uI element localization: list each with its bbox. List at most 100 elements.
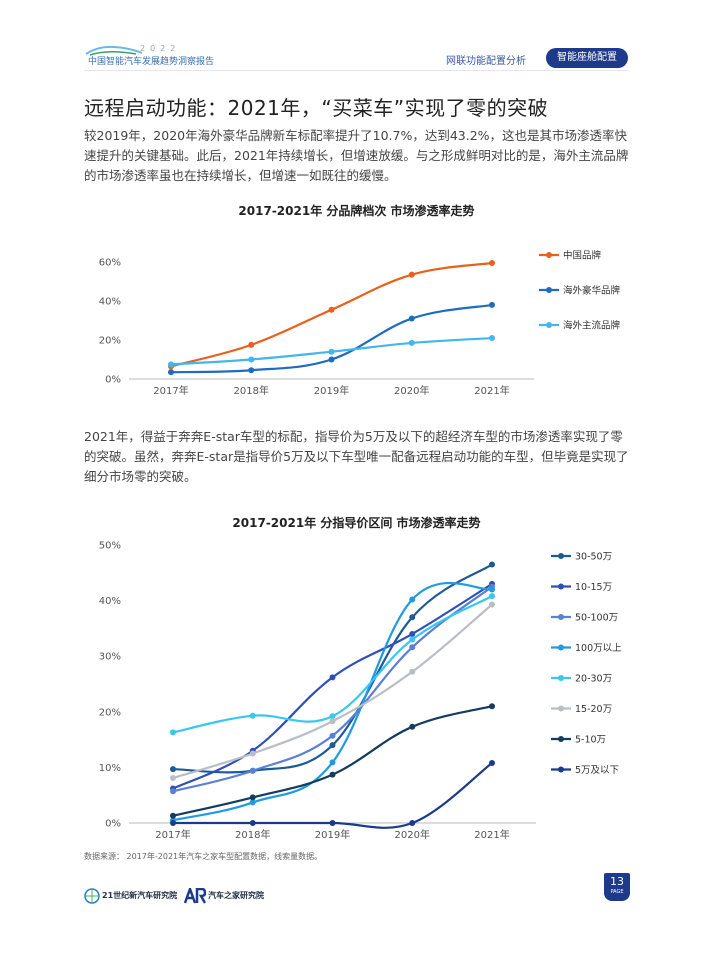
- x-tick-label: 2019年: [315, 828, 350, 841]
- x-tick-label: 2021年: [474, 384, 509, 397]
- legend-marker: [546, 322, 552, 328]
- legend-label: 15-20万: [575, 704, 612, 715]
- data-point: [249, 712, 256, 719]
- data-point: [328, 348, 335, 355]
- data-point: [249, 799, 256, 806]
- y-tick-label: 60%: [99, 258, 121, 269]
- chart-price-range: 0% 10% 20% 30% 40% 50% 2017年 2018年 2019年 2020年 202…: [99, 541, 622, 842]
- legend-label: 10-15万: [575, 582, 612, 593]
- data-point: [329, 820, 336, 826]
- data-point: [249, 820, 256, 826]
- footer-logo-1: 21世纪新汽车研究院: [102, 891, 178, 900]
- data-point: [329, 732, 336, 739]
- data-point: [168, 369, 174, 376]
- legend-label: 30-50万: [575, 552, 612, 563]
- data-source-note: 数据来源： 2017年-2021年汽车之家车型配置数据，线索量数据。: [84, 852, 323, 861]
- legend-marker: [558, 644, 564, 651]
- series-line-6: [172, 603, 493, 780]
- data-point: [329, 674, 336, 681]
- page-number: 13: [610, 875, 624, 888]
- logo-year: 2022: [140, 44, 181, 53]
- data-point: [489, 301, 495, 308]
- x-tick-label: 2017年: [155, 828, 190, 841]
- footer-logos: 21世纪新汽车研究院 汽车之家研究院: [84, 884, 264, 908]
- data-point: [489, 601, 495, 608]
- series-line-5: [172, 595, 493, 734]
- chart1-title: 2017-2021年 分品牌档次 市场渗透率走势: [238, 204, 475, 218]
- x-tick-label: 2017年: [153, 384, 188, 397]
- data-point: [329, 771, 336, 778]
- data-point: [249, 794, 256, 801]
- data-point: [489, 259, 495, 266]
- legend-label: 海外豪华品牌: [563, 285, 621, 297]
- y-tick-label: 20%: [99, 336, 121, 347]
- data-point: [409, 723, 416, 730]
- globe-logo-icon: [84, 888, 100, 904]
- legend-marker: [558, 553, 564, 559]
- chart2-title: 2017-2021年 分指导价区间 市场渗透率走势: [232, 516, 481, 530]
- data-point: [489, 593, 495, 600]
- data-point: [489, 703, 495, 710]
- legend-marker: [558, 766, 564, 773]
- data-point: [328, 306, 335, 313]
- section-label[interactable]: 网联功能配置分析: [446, 56, 526, 67]
- legend-marker: [558, 736, 564, 742]
- x-tick-label: 2018年: [235, 828, 270, 841]
- legend-marker: [558, 614, 564, 620]
- data-point: [328, 356, 335, 363]
- data-point: [170, 788, 176, 795]
- footer-logo-2: 汽车之家研究院: [208, 891, 264, 900]
- page-number-badge: 13 PAGE: [604, 873, 630, 901]
- car-logo-icon: [85, 45, 143, 56]
- data-point: [329, 759, 336, 766]
- data-point: [248, 367, 255, 374]
- data-point: [489, 561, 495, 568]
- data-point: [249, 767, 256, 774]
- data-point: [409, 596, 416, 603]
- data-point: [408, 339, 415, 346]
- header-divider: [84, 70, 628, 71]
- ar-logo-icon: [184, 888, 206, 904]
- data-point: [170, 766, 176, 773]
- y-tick-label: 40%: [99, 297, 121, 308]
- series-line-1: [172, 563, 493, 774]
- x-tick-label: 2018年: [234, 384, 269, 397]
- data-point: [170, 820, 176, 826]
- data-point: [408, 315, 415, 322]
- data-point: [170, 812, 176, 819]
- data-point: [248, 341, 255, 348]
- data-point: [168, 361, 174, 368]
- legend-marker: [558, 583, 564, 590]
- data-point: [409, 614, 416, 621]
- data-point: [409, 668, 416, 675]
- data-point: [248, 356, 255, 363]
- series-line-4: [172, 582, 493, 822]
- legend-label: 中国品牌: [563, 250, 602, 262]
- x-tick-label: 2021年: [474, 828, 509, 841]
- data-point: [329, 713, 336, 720]
- paragraph-1: 较2019年，2020年海外豪华品牌新车标配率提升了10.7%，达到43.2%，…: [84, 128, 629, 183]
- x-tick-label: 2019年: [314, 384, 349, 397]
- data-point: [170, 729, 176, 736]
- y-tick-label: 0%: [105, 375, 121, 386]
- chart-brand-tier: 0% 20% 40% 60% 2017年 2018年 2019年 2020年 2021年 中国品牌…: [99, 250, 621, 398]
- data-point: [329, 742, 336, 749]
- active-section-tab[interactable]: 智能座舱配置: [546, 48, 628, 68]
- y-tick-label: 40%: [99, 596, 121, 607]
- data-point: [489, 335, 495, 342]
- y-tick-label: 50%: [99, 541, 121, 552]
- legend-label: 100万以上: [575, 643, 622, 654]
- y-tick-label: 20%: [99, 707, 121, 718]
- logo-text: 中国智能汽车发展趋势洞察报告: [88, 57, 215, 67]
- legend-label: 20-30万: [575, 674, 612, 685]
- data-point: [409, 630, 416, 637]
- legend-marker: [546, 252, 552, 258]
- data-point: [329, 718, 336, 725]
- data-point: [409, 644, 416, 651]
- page-title: 远程启动功能：2021年，“买菜车”实现了零的突破: [84, 96, 549, 120]
- x-tick-label: 2020年: [395, 828, 430, 841]
- paragraph-2: 2021年，得益于奔奔E-star车型的标配，指导价为5万及以下的超经济车型的市…: [84, 429, 629, 484]
- legend-marker: [546, 287, 552, 293]
- y-tick-label: 0%: [105, 819, 121, 830]
- report-logo: 2022 中国智能汽车发展趋势洞察报告: [84, 44, 234, 70]
